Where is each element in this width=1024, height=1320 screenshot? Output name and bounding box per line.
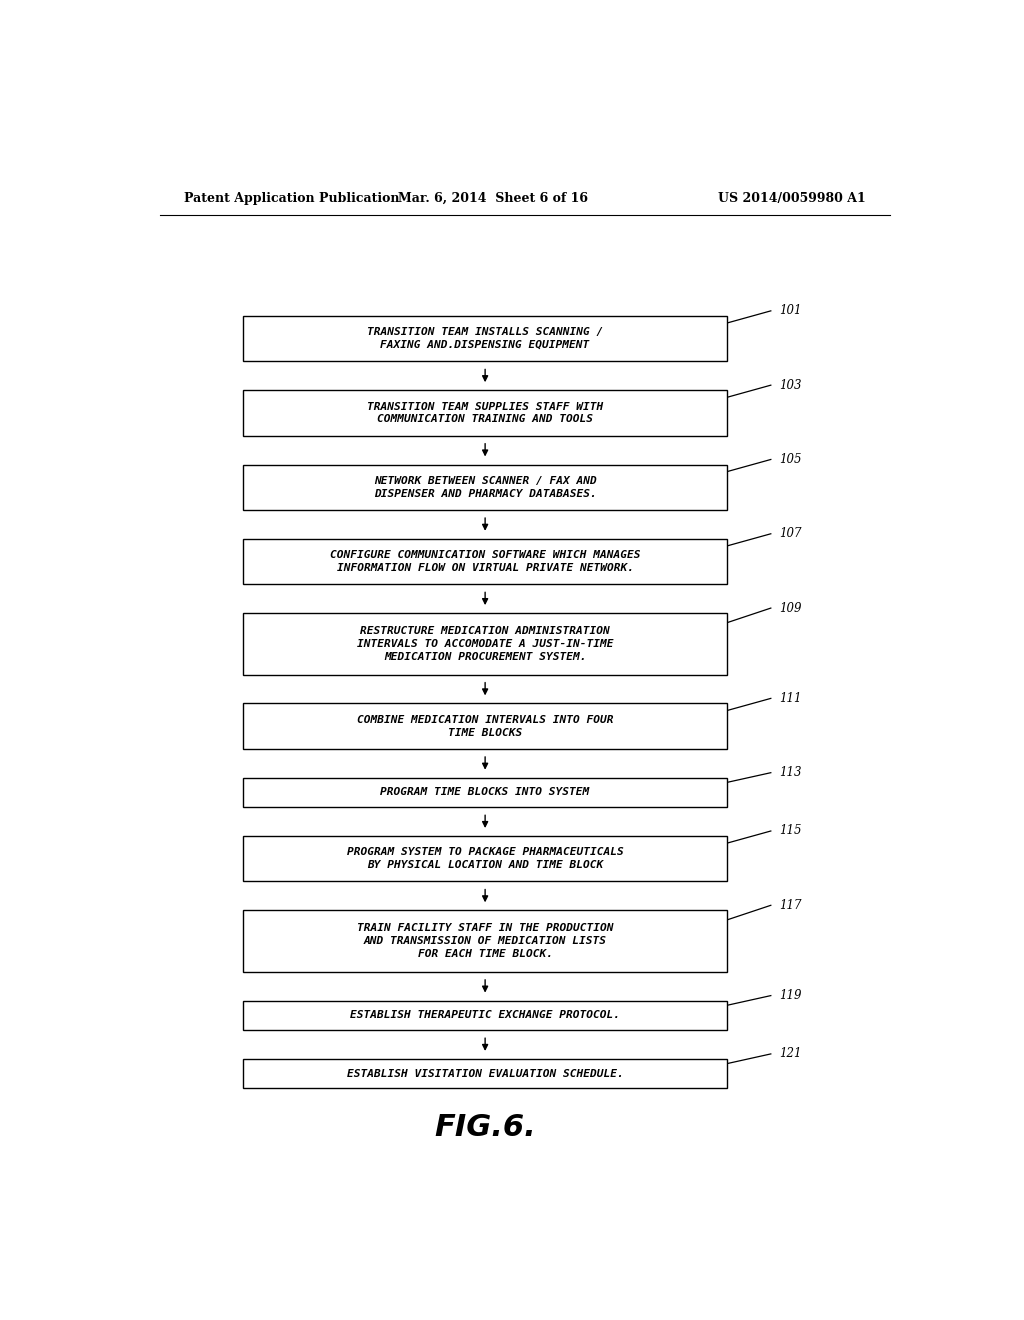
Text: COMBINE MEDICATION INTERVALS INTO FOUR
TIME BLOCKS: COMBINE MEDICATION INTERVALS INTO FOUR T… <box>357 714 613 738</box>
Text: 117: 117 <box>778 899 801 912</box>
Bar <box>243 539 727 585</box>
Text: NETWORK BETWEEN SCANNER / FAX AND
DISPENSER AND PHARMACY DATABASES.: NETWORK BETWEEN SCANNER / FAX AND DISPEN… <box>374 475 597 499</box>
Text: TRANSITION TEAM SUPPLIES STAFF WITH
COMMUNICATION TRAINING AND TOOLS: TRANSITION TEAM SUPPLIES STAFF WITH COMM… <box>367 401 603 424</box>
Text: PROGRAM TIME BLOCKS INTO SYSTEM: PROGRAM TIME BLOCKS INTO SYSTEM <box>381 788 590 797</box>
Text: FIG.6.: FIG.6. <box>434 1113 536 1142</box>
Bar <box>243 911 727 972</box>
Text: ESTABLISH VISITATION EVALUATION SCHEDULE.: ESTABLISH VISITATION EVALUATION SCHEDULE… <box>347 1069 624 1078</box>
Text: Patent Application Publication: Patent Application Publication <box>183 191 399 205</box>
Bar <box>243 614 727 675</box>
Text: TRAIN FACILITY STAFF IN THE PRODUCTION
AND TRANSMISSION OF MEDICATION LISTS
FOR : TRAIN FACILITY STAFF IN THE PRODUCTION A… <box>357 923 613 958</box>
Text: ESTABLISH THERAPEUTIC EXCHANGE PROTOCOL.: ESTABLISH THERAPEUTIC EXCHANGE PROTOCOL. <box>350 1010 621 1020</box>
Text: CONFIGURE COMMUNICATION SOFTWARE WHICH MANAGES
INFORMATION FLOW ON VIRTUAL PRIVA: CONFIGURE COMMUNICATION SOFTWARE WHICH M… <box>330 550 640 573</box>
Bar <box>243 391 727 436</box>
Text: 115: 115 <box>778 825 801 837</box>
Text: TRANSITION TEAM INSTALLS SCANNING /
FAXING AND.DISPENSING EQUIPMENT: TRANSITION TEAM INSTALLS SCANNING / FAXI… <box>367 327 603 350</box>
Text: 109: 109 <box>778 602 801 615</box>
Bar <box>243 315 727 362</box>
Text: 105: 105 <box>778 453 801 466</box>
Text: RESTRUCTURE MEDICATION ADMINISTRATION
INTERVALS TO ACCOMODATE A JUST-IN-TIME
MED: RESTRUCTURE MEDICATION ADMINISTRATION IN… <box>357 626 613 661</box>
Bar <box>243 1001 727 1030</box>
Text: 103: 103 <box>778 379 801 392</box>
Bar <box>243 777 727 808</box>
Text: 119: 119 <box>778 989 801 1002</box>
Text: US 2014/0059980 A1: US 2014/0059980 A1 <box>718 191 866 205</box>
Text: 111: 111 <box>778 692 801 705</box>
Text: PROGRAM SYSTEM TO PACKAGE PHARMACEUTICALS
BY PHYSICAL LOCATION AND TIME BLOCK: PROGRAM SYSTEM TO PACKAGE PHARMACEUTICAL… <box>347 847 624 870</box>
Text: 113: 113 <box>778 766 801 779</box>
Bar <box>243 836 727 882</box>
Bar <box>243 1059 727 1089</box>
Bar <box>243 704 727 748</box>
Bar <box>243 465 727 510</box>
Text: 121: 121 <box>778 1047 801 1060</box>
Text: Mar. 6, 2014  Sheet 6 of 16: Mar. 6, 2014 Sheet 6 of 16 <box>398 191 588 205</box>
Text: 101: 101 <box>778 305 801 317</box>
Text: 107: 107 <box>778 527 801 540</box>
